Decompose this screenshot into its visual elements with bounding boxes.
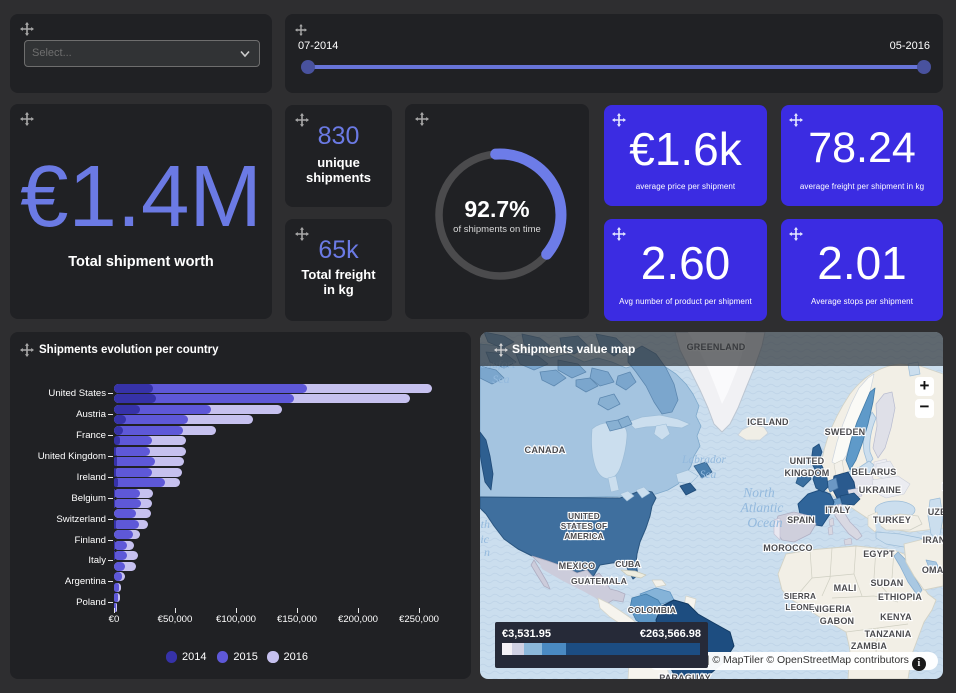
svg-text:MOROCCO: MOROCCO — [763, 543, 812, 553]
svg-text:TURKEY: TURKEY — [873, 515, 911, 525]
svg-text:AMERICA: AMERICA — [564, 532, 604, 541]
svg-text:ITALY: ITALY — [825, 505, 851, 515]
svg-text:ZAMBIA: ZAMBIA — [851, 641, 887, 651]
svg-text:GUATEMALA: GUATEMALA — [571, 576, 627, 586]
svg-text:PARAGUAY: PARAGUAY — [659, 673, 711, 679]
svg-text:NIGERIA: NIGERIA — [813, 604, 852, 614]
svg-text:MEXICO: MEXICO — [559, 561, 596, 571]
svg-text:UNITED: UNITED — [568, 512, 600, 521]
svg-text:COLOMBIA: COLOMBIA — [628, 605, 676, 615]
svg-text:CUBA: CUBA — [615, 559, 641, 569]
svg-text:TANZANIA: TANZANIA — [865, 629, 912, 639]
svg-text:KENYA: KENYA — [880, 612, 912, 622]
svg-text:Labrador: Labrador — [681, 454, 727, 466]
svg-text:Atlantic: Atlantic — [740, 500, 784, 515]
svg-text:UZE: UZE — [928, 507, 943, 517]
svg-text:n: n — [484, 545, 490, 559]
svg-text:KA: KA — [942, 482, 943, 492]
svg-text:ic: ic — [480, 532, 489, 546]
svg-text:th: th — [481, 517, 490, 531]
svg-text:UNITED: UNITED — [790, 456, 825, 466]
svg-text:SPAIN: SPAIN — [787, 515, 815, 525]
svg-text:LEONE: LEONE — [785, 603, 815, 612]
svg-text:STATES OF: STATES OF — [561, 522, 608, 531]
svg-text:IRAN: IRAN — [923, 535, 943, 545]
svg-text:Ocean: Ocean — [747, 515, 782, 530]
svg-text:MALI: MALI — [834, 583, 857, 593]
svg-text:EGYPT: EGYPT — [863, 549, 895, 559]
svg-text:CANADA: CANADA — [524, 445, 565, 455]
svg-text:SUDAN: SUDAN — [870, 578, 903, 588]
svg-text:BELARUS: BELARUS — [852, 467, 897, 477]
svg-text:UKRAINE: UKRAINE — [859, 485, 901, 495]
svg-text:SIERRA: SIERRA — [784, 592, 816, 601]
svg-text:KINGDOM: KINGDOM — [785, 468, 830, 478]
svg-text:GABON: GABON — [820, 616, 855, 626]
svg-text:Sea: Sea — [492, 372, 509, 386]
svg-text:ICELAND: ICELAND — [747, 417, 789, 427]
svg-text:ETHIOPIA: ETHIOPIA — [878, 592, 922, 602]
svg-text:Sea: Sea — [700, 469, 717, 481]
svg-text:North: North — [742, 485, 775, 500]
svg-text:SWEDEN: SWEDEN — [825, 427, 866, 437]
svg-text:OMAN: OMAN — [922, 565, 943, 575]
